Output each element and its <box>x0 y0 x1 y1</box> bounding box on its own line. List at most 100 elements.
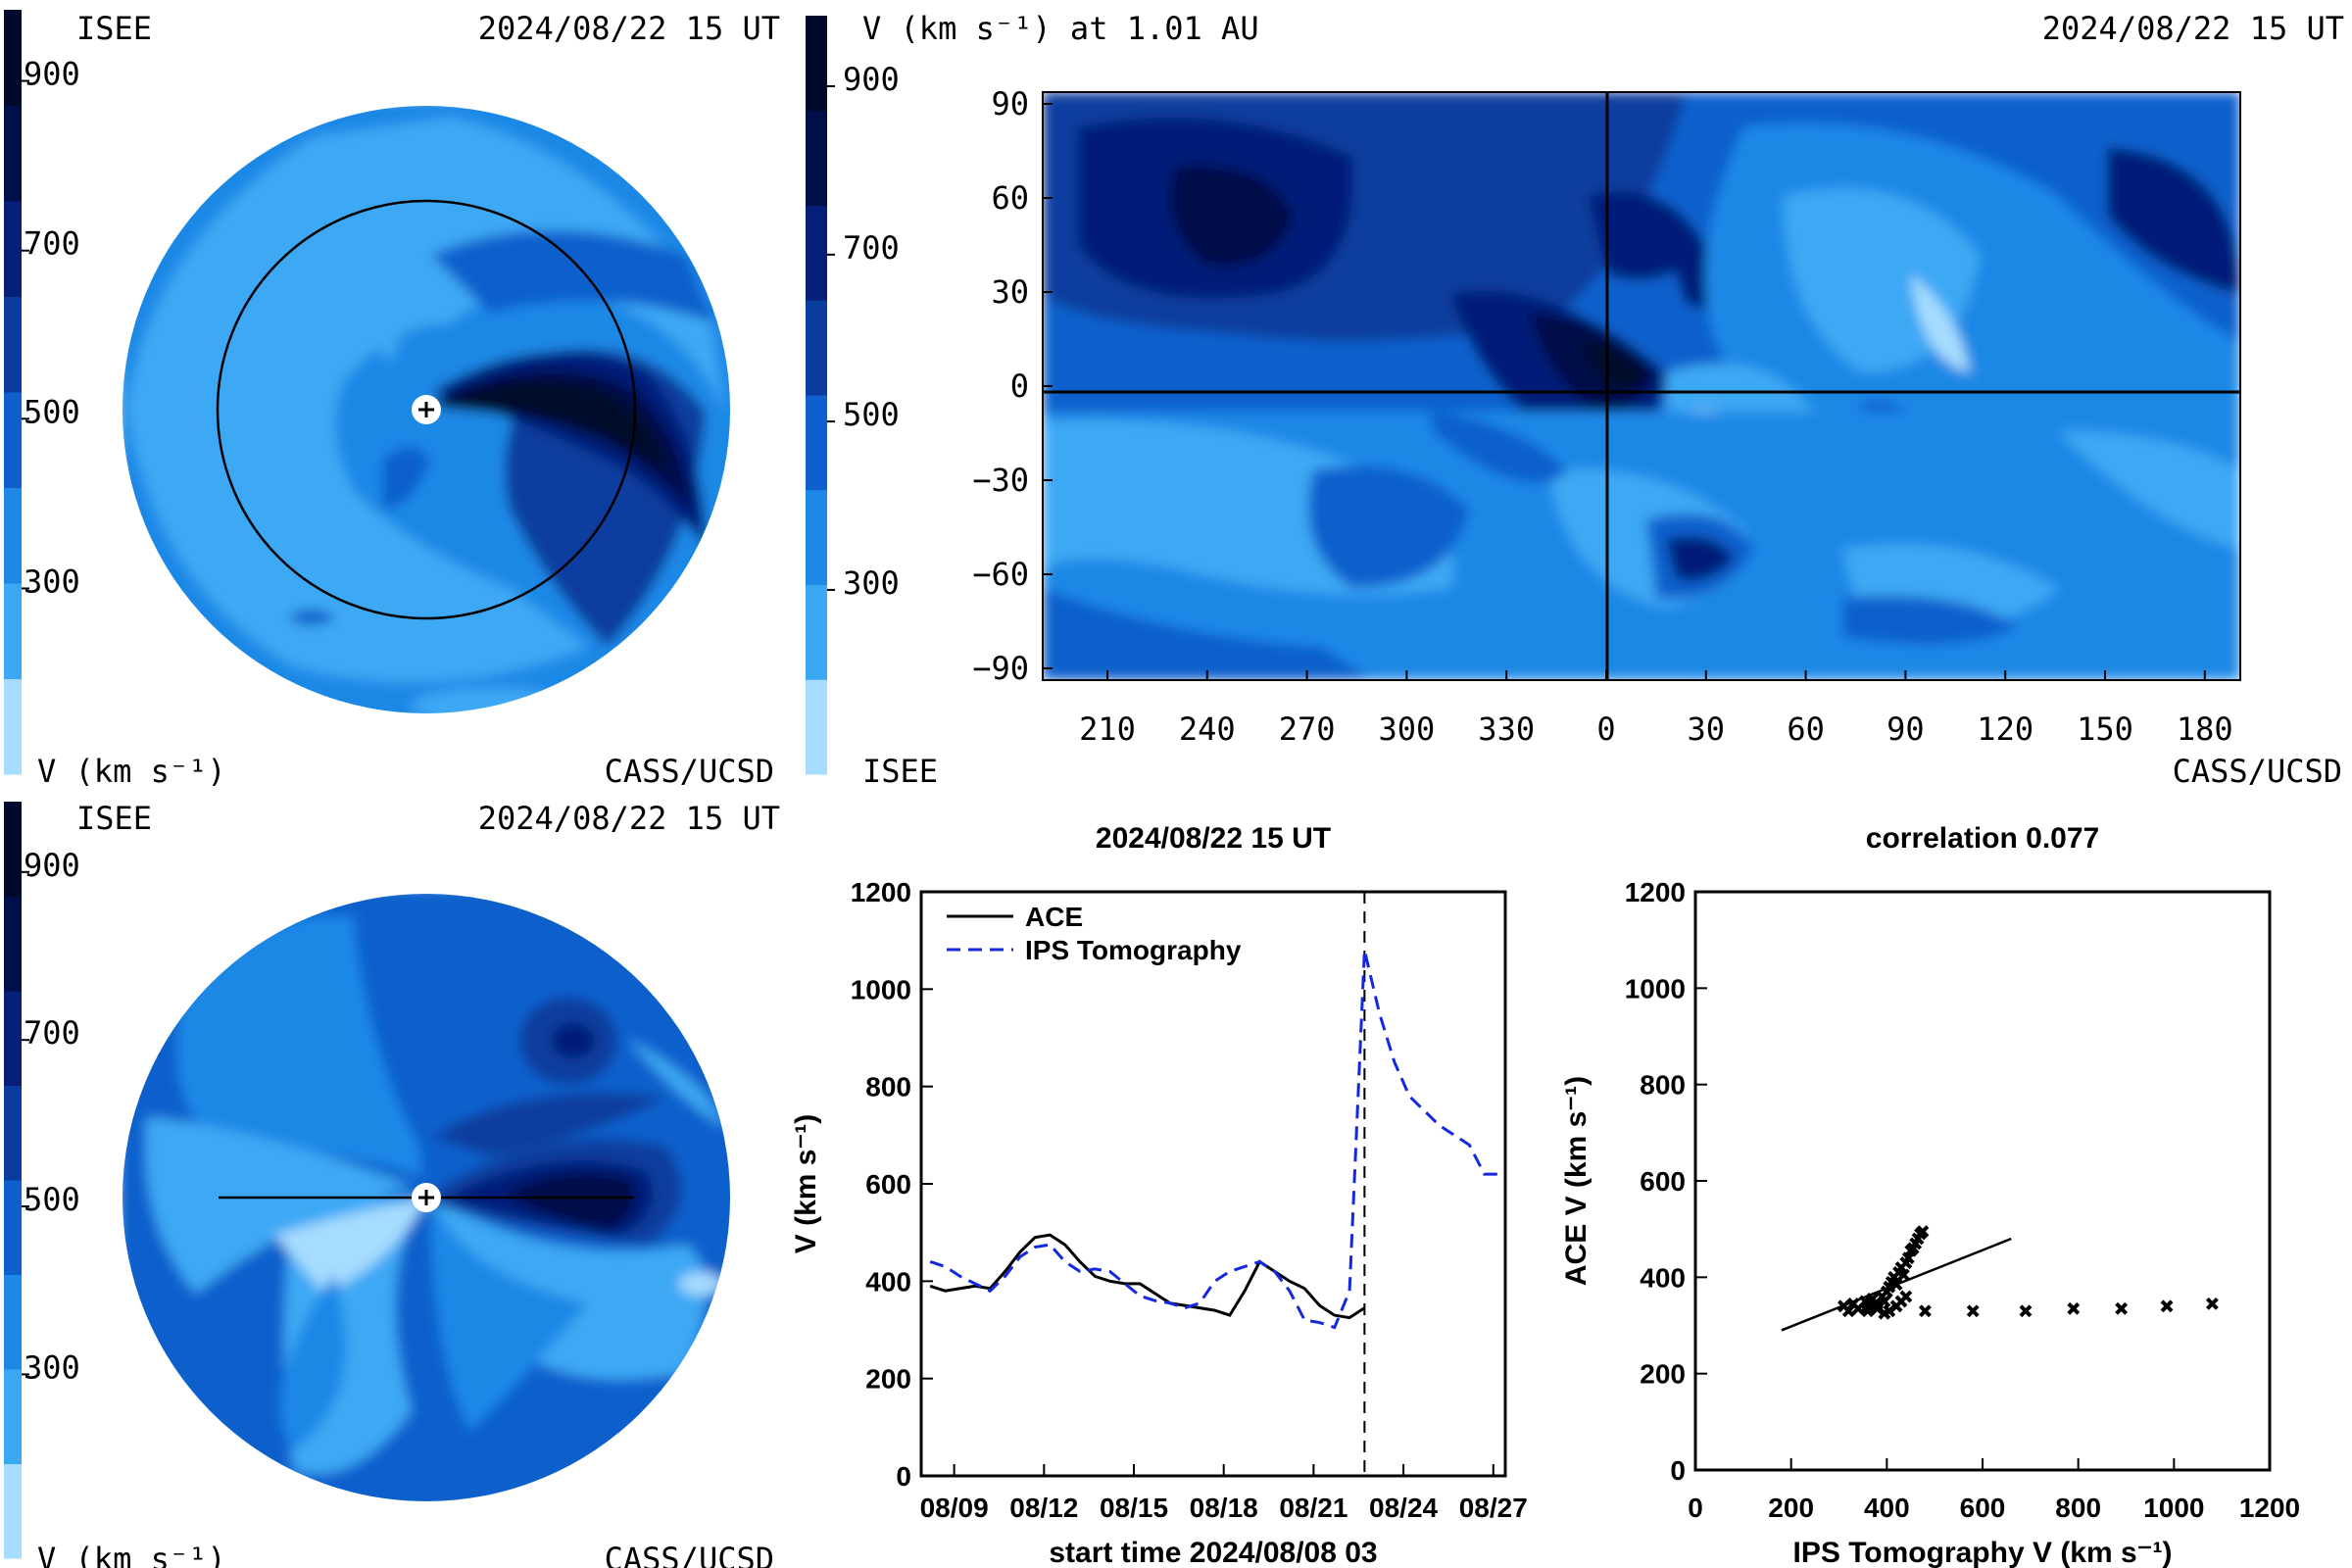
timeseries-y-tick-label: 600 <box>865 1169 911 1200</box>
timeseries-x-tick-label: 08/27 <box>1459 1493 1528 1523</box>
scatter-title: correlation 0.077 <box>1866 822 2099 855</box>
timeseries-x-tick-label: 08/09 <box>920 1493 989 1523</box>
scatter-x-tick-label: 0 <box>1688 1493 1703 1523</box>
scatter-y-tick-label: 600 <box>1640 1166 1686 1197</box>
colorbar-top-tick-label: 500 <box>24 393 80 430</box>
colorbar-map-swatch <box>806 205 827 301</box>
scatter-x-tick-label: 800 <box>2055 1493 2101 1523</box>
colorbar-top-swatch <box>4 392 22 488</box>
map-y-tick-label: −60 <box>972 556 1029 593</box>
scatter-point <box>1918 1304 1932 1318</box>
map-x-tick-label: 270 <box>1279 710 1336 748</box>
colorbar-bottom-tick-label: 900 <box>24 847 80 884</box>
scatter-x-tick-label: 600 <box>1960 1493 2006 1523</box>
colorbar-top-swatch <box>4 10 22 106</box>
timeseries-y-tick-label: 400 <box>865 1266 911 1297</box>
colorbar-bottom-swatch <box>4 1369 22 1464</box>
scatter-y-tick-label: 1000 <box>1625 973 1686 1004</box>
colorbar-map-tick-label: 700 <box>843 229 900 267</box>
scatter-x-tick-label: 1200 <box>2239 1493 2300 1523</box>
polar-bottom-unit-label: V (km s⁻¹) <box>37 1541 226 1568</box>
timeseries-y-tick-label: 800 <box>865 1072 911 1102</box>
scatter-point <box>1916 1225 1930 1239</box>
map-y-tick-label: 30 <box>991 273 1029 311</box>
map-x-tick-label: 0 <box>1596 710 1615 748</box>
colorbar-top-tick-label: 300 <box>24 563 80 600</box>
scatter-point <box>1899 1290 1913 1303</box>
synoptic-map: 210 240 270 300 330 0 30 60 90 120 150 180 9060300−… <box>862 10 2344 790</box>
colorbar-top-tick-label: 700 <box>24 225 80 263</box>
map-y-tick-label: 60 <box>991 179 1029 217</box>
map-y-tick-label: −90 <box>972 650 1029 687</box>
timeseries-frame <box>919 890 1507 1478</box>
colorbar-map-tick-label: 500 <box>843 396 900 433</box>
timeseries-y-tick-label: 0 <box>896 1461 911 1492</box>
map-x-tick-label: 330 <box>1478 710 1535 748</box>
scatter-y-tick-label: 800 <box>1640 1070 1686 1101</box>
scatter-point <box>1861 1304 1875 1318</box>
colorbar-top-swatch <box>4 296 22 393</box>
colorbar-map-swatch <box>806 16 827 112</box>
colorbar-map-swatch <box>806 395 827 491</box>
colorbar-map-tick-label: 300 <box>843 564 900 602</box>
colorbar-map-tick-label: 900 <box>843 61 900 98</box>
colorbar-top-swatch <box>4 583 22 679</box>
polar-top-date: 2024/08/22 15 UT <box>478 10 780 47</box>
map-right-credit: CASS/UCSD <box>2173 753 2342 790</box>
timeseries-chart: 0 200 400 600 800 1000 1200 08/09 08/12 08/15 08/1… <box>790 822 1528 1568</box>
timeseries-x-tick-label: 08/21 <box>1279 1493 1348 1523</box>
scatter-point <box>2067 1301 2081 1315</box>
map-x-tick-label: 120 <box>1977 710 2034 748</box>
scatter-xlabel: IPS Tomography V (km s⁻¹) <box>1793 1537 2173 1568</box>
colorbar-bottom: 900 700 500 300 <box>4 802 80 1559</box>
colorbar-map-swatch <box>806 584 827 680</box>
polar-bottom-date: 2024/08/22 15 UT <box>478 800 780 837</box>
colorbar-top: 900 700 500 300 <box>4 10 80 775</box>
scatter-x-tick-label: 1000 <box>2143 1493 2204 1523</box>
map-x-tick-label: 240 <box>1179 710 1236 748</box>
map-date: 2024/08/22 15 UT <box>2042 10 2344 47</box>
scatter-ylabel: ACE V (km s⁻¹) <box>1560 1076 1592 1286</box>
scatter-frame <box>1693 890 2272 1472</box>
scatter-x-tick-label: 400 <box>1864 1493 1910 1523</box>
scatter-y-tick-label: 200 <box>1640 1359 1686 1390</box>
polar-top-credit: CASS/UCSD <box>605 753 774 790</box>
earth-orbit-ring <box>216 199 637 620</box>
scatter-y-tick-label: 1200 <box>1625 877 1686 907</box>
scatter-point <box>2160 1299 2174 1313</box>
polar-plot-top: ISEE 2024/08/22 15 UT V (km s⁻¹) CASS/UC… <box>37 10 780 790</box>
map-x-tick-label: 180 <box>2177 710 2233 748</box>
colorbar-map-swatch <box>806 679 827 775</box>
colorbar-top-swatch <box>4 105 22 202</box>
timeseries-x-tick-label: 08/15 <box>1100 1493 1168 1523</box>
map-x-tick-label: 30 <box>1688 710 1726 748</box>
sun-marker-icon <box>412 395 441 424</box>
colorbar-map: 900 700 500 300 <box>806 16 900 775</box>
scatter-point <box>1883 1304 1896 1318</box>
timeseries-x-tick-label: 08/18 <box>1190 1493 1258 1523</box>
map-x-tick-label: 60 <box>1787 710 1825 748</box>
timeseries-x-tick-label: 08/12 <box>1009 1493 1078 1523</box>
polar-plot-bottom: ISEE 2024/08/22 15 UT V (km s⁻¹) CASS/UC… <box>37 800 780 1568</box>
colorbar-bottom-swatch <box>4 1274 22 1370</box>
colorbar-map-swatch <box>806 110 827 206</box>
colorbar-bottom-tick-label: 500 <box>24 1181 80 1218</box>
scatter-x-tick-label: 200 <box>1768 1493 1814 1523</box>
scatter-chart: 0 200 400 600 800 1000 1200 0 200 400 600 800 1000 12… <box>1560 822 2300 1568</box>
colorbar-bottom-tick-label: 300 <box>24 1348 80 1386</box>
scatter-point <box>2115 1301 2129 1315</box>
series-line-ips-tomography <box>929 950 1499 1330</box>
timeseries-y-tick-label: 200 <box>865 1364 911 1395</box>
map-x-tick-label: 300 <box>1379 710 1436 748</box>
polar-top-left-label: ISEE <box>76 10 152 47</box>
map-x-tick-label: 150 <box>2077 710 2133 748</box>
scatter-point <box>1897 1268 1910 1282</box>
map-x-tick-label: 210 <box>1079 710 1136 748</box>
polar-bottom-credit: CASS/UCSD <box>605 1541 774 1568</box>
map-y-tick-label: 0 <box>1010 368 1029 405</box>
sun-marker-icon <box>412 1183 441 1212</box>
scatter-point <box>2019 1304 2033 1318</box>
colorbar-bottom-swatch <box>4 1463 22 1559</box>
